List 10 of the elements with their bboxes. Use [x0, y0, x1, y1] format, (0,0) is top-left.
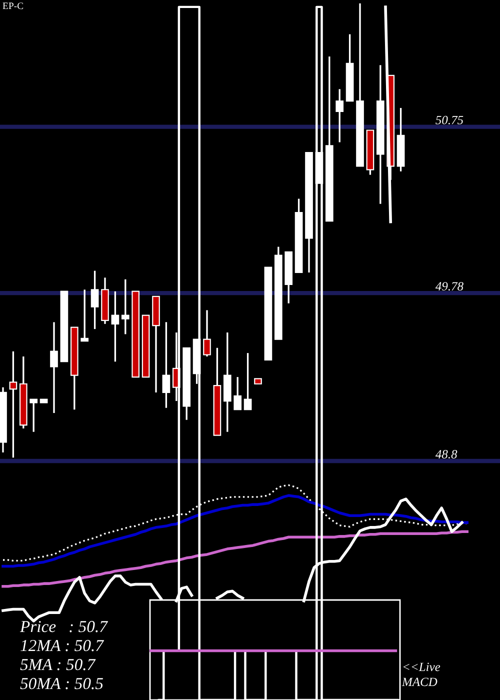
chart-title: EP-C [2, 2, 24, 10]
annotation: MACD [402, 678, 438, 686]
annotation: 12MA : 50.7 [20, 640, 104, 652]
annotation: <<Live [403, 662, 440, 672]
annotation: 5MA : 50.7 [20, 658, 96, 670]
annotation: 50MA : 50.5 [20, 678, 103, 690]
annotation: Price : 50.7 [20, 620, 108, 632]
y-tick-label: 48.8 [435, 450, 458, 459]
y-tick-label: 50.75 [436, 116, 464, 124]
y-tick-label: 49.78 [435, 282, 464, 291]
